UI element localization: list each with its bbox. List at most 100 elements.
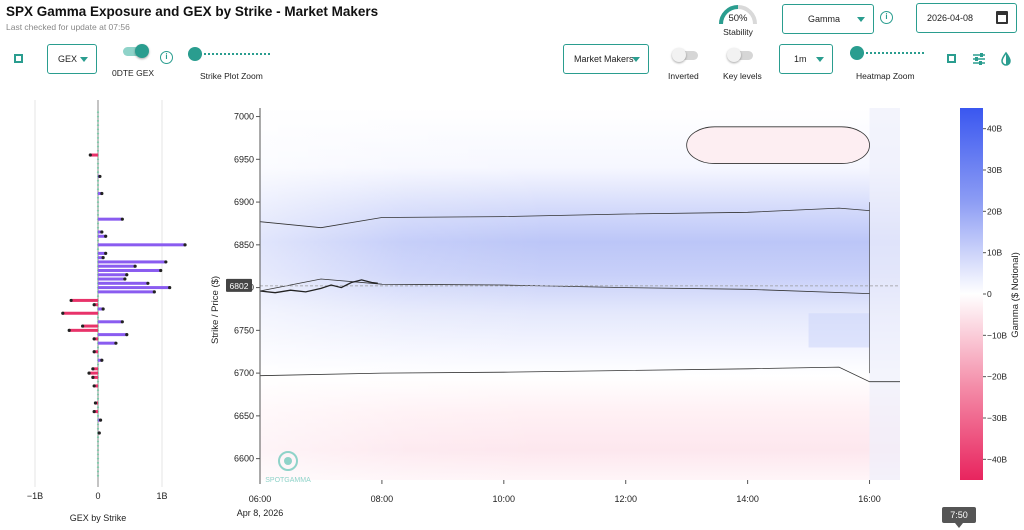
participant-select[interactable]: Market Makers — [563, 44, 649, 74]
gex-bar-marker — [159, 268, 163, 273]
strike-plot-zoom-slider[interactable] — [188, 47, 270, 61]
calendar-icon[interactable] — [996, 11, 1008, 24]
interval-select[interactable]: 1m — [779, 44, 833, 74]
gex-strike-dot — [96, 248, 100, 251]
gex-bar-marker — [92, 337, 96, 341]
toggle-knob — [135, 44, 149, 58]
x-tick-label: 10:00 — [493, 494, 516, 504]
gex-strike-dot — [96, 461, 100, 464]
gex-strike-dot — [96, 222, 100, 225]
gex-bar — [94, 410, 98, 414]
gex-bar — [82, 324, 98, 328]
chevron-down-icon — [816, 57, 824, 62]
gex-strike-dot — [96, 128, 100, 131]
gex-bar — [98, 320, 123, 324]
toggle-track — [729, 51, 753, 60]
y-tick-label: 6600 — [234, 454, 254, 464]
settings-button[interactable] — [971, 51, 987, 67]
heatmap-zoom-label: Heatmap Zoom — [856, 71, 915, 81]
chevron-down-icon — [632, 57, 640, 62]
expand-heatmap-button[interactable] — [944, 51, 960, 67]
gex-strike-dot — [96, 213, 100, 216]
negative-gamma-zone — [686, 126, 870, 164]
gex-bar-marker — [92, 384, 96, 388]
gex-strike-dot — [96, 141, 100, 144]
odte-info-button[interactable]: i — [160, 51, 176, 67]
gex-strike-dot — [96, 188, 100, 191]
gex-bar — [98, 281, 148, 285]
greek-select-value: Gamma — [808, 14, 841, 24]
gex-strike-dot — [96, 444, 100, 447]
slider-thumb[interactable] — [188, 47, 202, 61]
gex-strike-dot — [96, 124, 100, 127]
expand-strike-plot-button[interactable] — [11, 51, 27, 67]
colorbar-tick-label: −20B — [987, 372, 1007, 382]
theme-toggle-button[interactable] — [998, 51, 1014, 67]
key-levels-toggle[interactable] — [727, 48, 755, 62]
gex-bar-marker — [168, 285, 172, 290]
inverted-toggle[interactable] — [672, 48, 700, 62]
gex-select[interactable]: GEX — [47, 44, 97, 74]
spotgamma-logo: SPOTGAMMA — [265, 451, 311, 484]
participant-select-value: Market Makers — [574, 54, 634, 64]
zero-gamma-contour — [259, 278, 870, 294]
gex-bar — [98, 234, 106, 238]
gex-bar-marker — [81, 324, 85, 328]
expand-icon — [14, 54, 23, 63]
last-checked-text: Last checked for update at 07:56 — [6, 22, 130, 32]
greek-info-button[interactable]: i — [880, 11, 896, 27]
y-tick-label: 6700 — [234, 368, 254, 378]
gex-bar-marker — [152, 290, 156, 294]
colorbar-tick-label: −40B — [987, 454, 1007, 464]
gex-strike-dot — [96, 149, 100, 152]
y-tick-label: 6750 — [234, 325, 254, 335]
gex-strike-dot — [96, 440, 100, 443]
y-tick-label: 6950 — [234, 154, 254, 164]
colorbar-tick-label: 10B — [987, 248, 1002, 258]
gex-strike-dot — [96, 380, 100, 383]
date-input[interactable]: 2026-04-08 — [916, 3, 1017, 33]
gex-strike-dot — [96, 226, 100, 229]
gex-strike-dot — [96, 448, 100, 452]
gex-bar-marker — [92, 409, 96, 414]
stability-label: Stability — [723, 27, 753, 37]
gex-strike-dot — [96, 346, 100, 349]
colorbar-tick-label: 40B — [987, 124, 1002, 134]
gex-bar — [98, 264, 136, 268]
current-price-label: 6802 — [230, 281, 249, 291]
heatmap-after-close-region — [869, 108, 900, 480]
gex-strike-dot — [96, 111, 100, 114]
chevron-down-icon — [80, 57, 88, 62]
gex-bar-marker — [87, 371, 91, 375]
gex-bar — [98, 341, 116, 345]
y-tick-label: 6850 — [234, 240, 254, 250]
gex-bar-marker — [104, 234, 108, 238]
stability-gauge — [719, 5, 757, 25]
y-tick-label: 6650 — [234, 411, 254, 421]
gex-bar — [98, 192, 102, 196]
gex-strike-dot — [96, 166, 100, 169]
gex-bar — [94, 303, 98, 307]
sliders-icon — [973, 53, 985, 65]
page-title: SPX Gamma Exposure and GEX by Strike - M… — [6, 4, 379, 19]
gex-bar-marker — [67, 328, 71, 332]
slider-thumb[interactable] — [850, 46, 864, 60]
heatmap-zoom-slider[interactable] — [850, 46, 924, 60]
gex-strike-dot — [96, 414, 100, 417]
gex-bar-marker — [98, 174, 102, 179]
greek-select[interactable]: Gamma — [782, 4, 874, 34]
gex-strike-dot — [96, 132, 100, 135]
odte-toggle[interactable] — [121, 44, 149, 58]
colorbar-tick-label: 20B — [987, 206, 1002, 216]
info-icon: i — [160, 51, 173, 64]
gex-bar-marker — [133, 264, 137, 268]
stability-value: 50% — [728, 13, 748, 24]
gex-strike-dot — [96, 136, 100, 140]
gex-bar — [69, 328, 98, 332]
gex-strike-dot — [96, 162, 100, 165]
gex-strike-dot — [96, 119, 100, 122]
gex-x-tick: −1B — [27, 491, 43, 501]
gex-strike-dot — [96, 397, 100, 400]
x-tick-label: 06:00 — [249, 494, 272, 504]
gex-bar — [98, 217, 123, 221]
